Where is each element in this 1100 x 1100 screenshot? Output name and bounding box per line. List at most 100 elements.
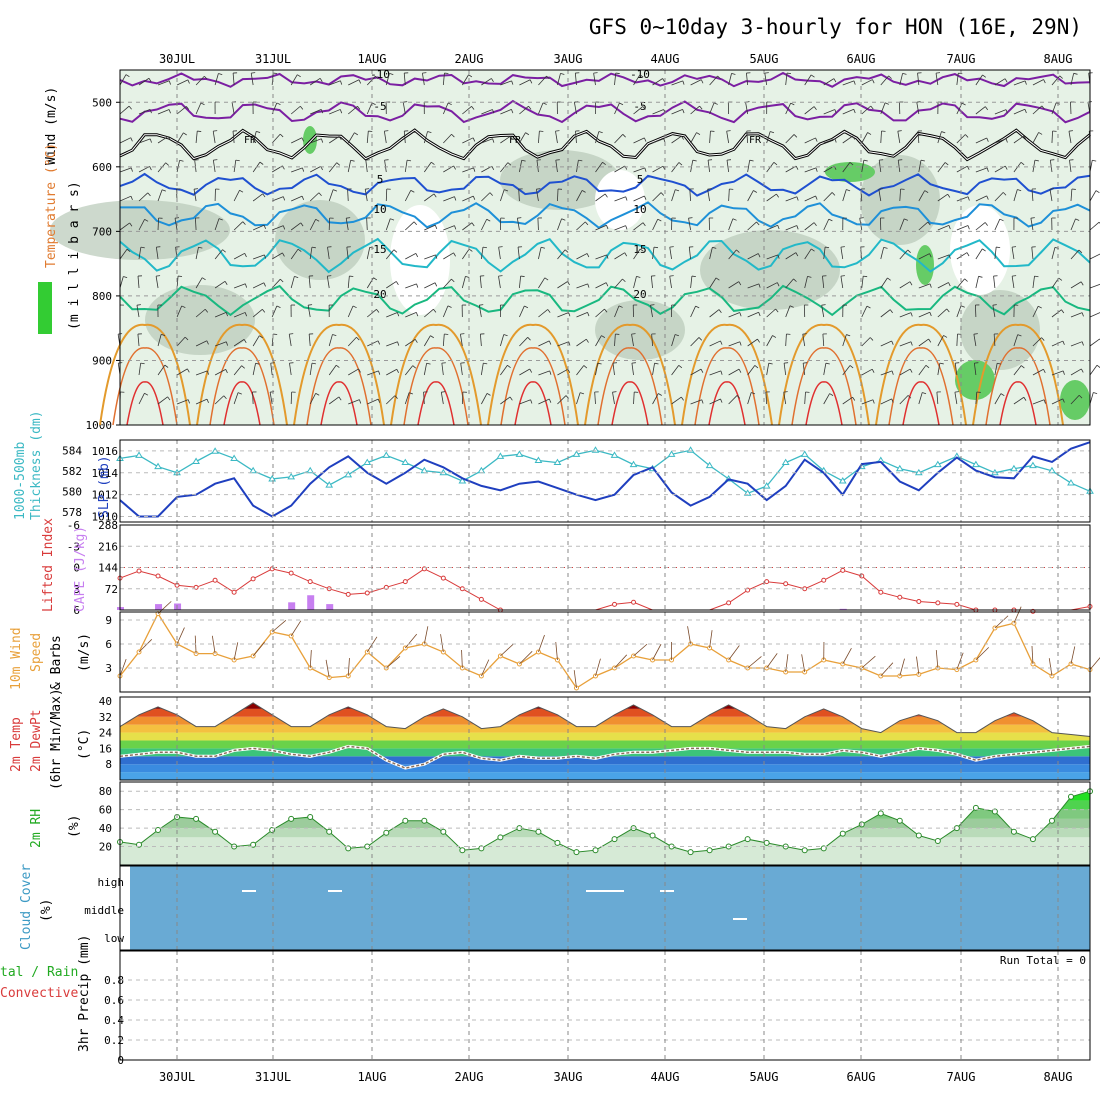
surface-wind-barb — [347, 658, 350, 677]
upper-wind-barb — [728, 312, 740, 318]
upper-wind-barb — [481, 109, 493, 115]
upper-wind-barb-flag — [700, 368, 704, 373]
upper-wind-barb-flag — [948, 254, 951, 259]
upper-wind-barb — [424, 308, 434, 318]
precip-label-a: tal / Rain — [0, 965, 78, 980]
temp-tick-16: 16 — [99, 742, 112, 755]
upper-wind-barb-flag — [758, 312, 761, 317]
upper-wind-barb — [366, 247, 371, 260]
upper-wind-barb-flag — [662, 78, 666, 83]
upper-wind-barb-flag — [1021, 365, 1025, 369]
rh-point — [687, 849, 694, 856]
upper-wind-barb — [138, 77, 150, 86]
upper-wind-barb-flag — [338, 396, 342, 401]
thickness-point — [135, 451, 143, 458]
wind-label-a: 10m Wind — [9, 627, 24, 690]
upper-wind-barb-flag — [768, 362, 773, 365]
upper-wind-barb-flag — [967, 225, 970, 230]
upper-wind-barb-flag — [396, 369, 399, 374]
upper-wind-barb — [975, 106, 986, 115]
upper-wind-barb — [1032, 132, 1039, 144]
upper-wind-barb-flag — [568, 341, 571, 346]
upper-wind-barb-flag — [546, 75, 550, 80]
upper-wind-barb — [233, 160, 237, 173]
upper-wind-barb — [232, 73, 235, 86]
upper-wind-barb-flag — [415, 312, 419, 317]
upper-wind-barb-flag — [786, 72, 792, 75]
upper-wind-barb-flag — [897, 130, 902, 132]
upper-wind-barb — [897, 160, 901, 173]
upper-wind-barb — [669, 247, 672, 260]
upper-wind-barb-flag — [789, 305, 794, 308]
upper-wind-barb-flag — [1081, 312, 1084, 317]
upper-wind-barb-flag — [615, 72, 620, 74]
upper-wind-barb-flag — [453, 165, 456, 170]
thickness-point — [344, 470, 353, 478]
upper-wind-barb-flag — [434, 282, 438, 287]
upper-wind-barb — [423, 131, 428, 144]
temp-contour-30 — [597, 347, 663, 426]
cloud-high-label: high — [98, 876, 125, 889]
surface-wind-barb — [500, 643, 514, 657]
upper-wind-barb-flag — [849, 162, 854, 166]
upper-wind-barb — [366, 217, 368, 231]
upper-wind-barb — [956, 278, 965, 289]
upper-wind-barb-flag — [357, 106, 361, 110]
upper-wind-barb — [728, 218, 734, 231]
upper-wind-barb — [479, 276, 482, 289]
surface-wind-barb — [404, 633, 418, 649]
rh-point — [1067, 793, 1074, 800]
upper-wind-barb-flag — [821, 304, 826, 306]
upper-wind-barb — [994, 393, 1002, 405]
upper-wind-barb — [481, 219, 488, 231]
lifted-index-axis-label: Lifted Index — [41, 518, 56, 612]
upper-wind-barb-flag — [929, 283, 932, 288]
millibars-label: (m i l l i b a r s) — [67, 181, 82, 330]
upper-wind-barb — [785, 333, 787, 347]
upper-wind-barb-flag — [660, 192, 665, 196]
panel3-axis-labels: Lifted Index CAPE (J/kg) — [41, 518, 88, 612]
date-top-7AUG: 7AUG — [947, 52, 976, 66]
cloud-label: Cloud Cover — [19, 864, 34, 950]
upper-wind-barb-flag — [376, 309, 380, 313]
temp-contour-30 — [985, 347, 1051, 426]
upper-wind-barb — [633, 391, 635, 405]
upper-wind-barb-flag — [859, 217, 864, 219]
upper-wind-barb — [174, 218, 178, 231]
upper-wind-barb — [557, 188, 559, 202]
upper-wind-barb — [404, 365, 414, 376]
upper-wind-barb-flag — [161, 189, 166, 192]
upper-wind-barb — [557, 341, 569, 347]
upper-wind-barb — [481, 192, 491, 202]
upper-wind-barb — [652, 219, 659, 231]
upper-wind-barb-flag — [1024, 109, 1027, 114]
surface-wind-barb — [194, 635, 197, 654]
upper-wind-barb — [671, 80, 683, 86]
upper-wind-barb — [309, 363, 313, 376]
upper-wind-barb — [1069, 160, 1072, 173]
surface-wind-barb — [519, 651, 533, 665]
upper-wind-barb — [538, 309, 548, 318]
upper-wind-barb — [918, 160, 922, 173]
upper-wind-barb — [671, 334, 676, 347]
thickness-axis-label-a: 1000-500mb — [13, 442, 28, 520]
temp-contour-label: -5 — [373, 100, 386, 113]
upper-wind-barb-flag — [642, 222, 646, 227]
cloud-cover-panel — [130, 866, 1090, 950]
upper-wind-barb-flag — [622, 278, 626, 283]
cape-tick-288: 288 — [98, 519, 118, 532]
upper-wind-barb — [823, 363, 827, 376]
upper-wind-barb — [347, 188, 349, 202]
upper-wind-barb — [690, 160, 694, 173]
upper-wind-barb-flag — [244, 283, 248, 288]
upper-wind-barb — [880, 130, 882, 144]
upper-wind-barb-flag — [907, 395, 912, 399]
upper-wind-barb — [557, 395, 567, 405]
upper-wind-barb — [688, 218, 691, 231]
rh-tick-40: 40 — [99, 822, 112, 835]
upper-wind-barb — [614, 73, 617, 86]
panel2-axis-labels: 1000-500mb Thickness (dm) SLP (mb) — [13, 410, 112, 520]
upper-wind-barb-flag — [340, 80, 343, 85]
upper-wind-barb — [405, 221, 415, 231]
upper-wind-barb-flag — [333, 189, 338, 192]
